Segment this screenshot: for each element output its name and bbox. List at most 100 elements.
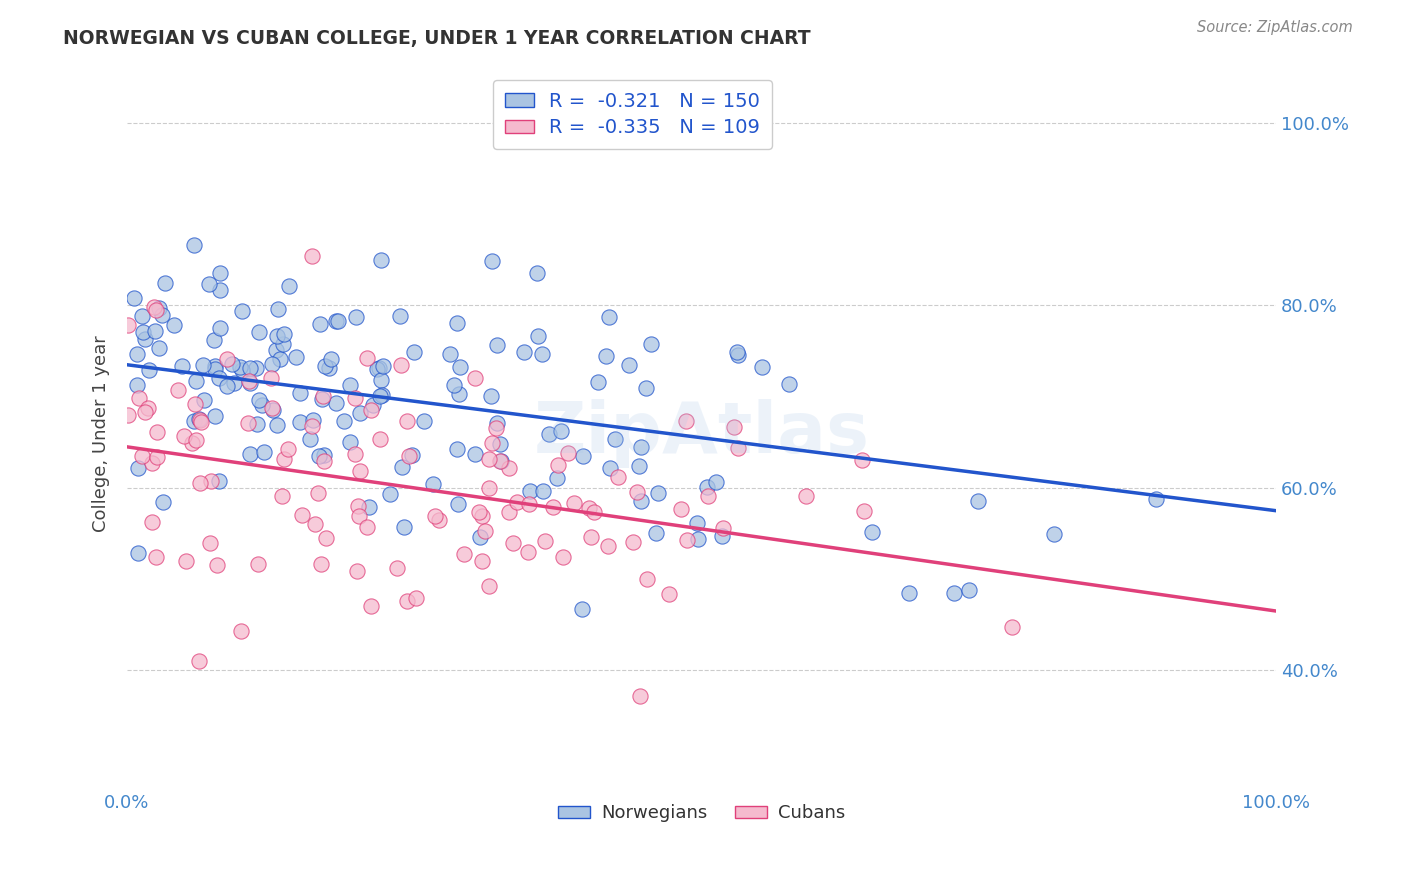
- Point: [1001, 620, 1024, 634]
- Point: [370, 433, 392, 447]
- Point: [131, 326, 153, 340]
- Point: [498, 504, 520, 518]
- Point: [380, 487, 402, 501]
- Point: [278, 279, 301, 293]
- Point: [143, 300, 166, 314]
- Point: [647, 486, 669, 500]
- Point: [266, 329, 288, 343]
- Point: [343, 391, 366, 405]
- Point: [146, 450, 169, 465]
- Point: [271, 490, 294, 504]
- Point: [312, 389, 335, 403]
- Point: [188, 654, 211, 668]
- Point: [239, 361, 262, 376]
- Point: [127, 378, 149, 392]
- Point: [271, 337, 294, 351]
- Point: [530, 347, 553, 361]
- Point: [148, 341, 170, 355]
- Point: [186, 374, 208, 388]
- Point: [356, 351, 378, 366]
- Point: [190, 415, 212, 429]
- Text: NORWEGIAN VS CUBAN COLLEGE, UNDER 1 YEAR CORRELATION CHART: NORWEGIAN VS CUBAN COLLEGE, UNDER 1 YEAR…: [63, 29, 811, 47]
- Point: [710, 529, 733, 543]
- Point: [260, 371, 283, 385]
- Point: [153, 276, 176, 290]
- Point: [208, 474, 231, 488]
- Point: [246, 558, 269, 572]
- Point: [517, 545, 540, 559]
- Point: [385, 561, 408, 575]
- Point: [344, 310, 367, 325]
- Point: [184, 397, 207, 411]
- Point: [851, 453, 873, 467]
- Point: [314, 359, 336, 373]
- Point: [1144, 491, 1167, 506]
- Point: [245, 361, 267, 376]
- Point: [349, 464, 371, 478]
- Point: [264, 343, 287, 358]
- Point: [485, 421, 508, 435]
- Point: [304, 517, 326, 532]
- Point: [360, 403, 382, 417]
- Point: [301, 413, 323, 427]
- Point: [603, 432, 626, 446]
- Point: [481, 254, 503, 268]
- Point: [266, 302, 288, 317]
- Point: [200, 474, 222, 488]
- Point: [349, 406, 371, 420]
- Point: [607, 470, 630, 484]
- Point: [534, 533, 557, 548]
- Point: [626, 484, 648, 499]
- Text: ZipAtlas: ZipAtlas: [533, 399, 869, 467]
- Point: [852, 504, 875, 518]
- Point: [221, 357, 243, 371]
- Point: [266, 417, 288, 432]
- Point: [146, 425, 169, 440]
- Point: [347, 509, 370, 524]
- Point: [204, 359, 226, 374]
- Point: [188, 475, 211, 490]
- Point: [277, 442, 299, 456]
- Point: [527, 329, 550, 343]
- Point: [315, 531, 337, 545]
- Point: [202, 333, 225, 347]
- Point: [269, 351, 291, 366]
- Point: [388, 309, 411, 323]
- Point: [208, 266, 231, 280]
- Point: [193, 358, 215, 372]
- Point: [488, 437, 510, 451]
- Point: [208, 371, 231, 385]
- Point: [711, 521, 734, 535]
- Point: [517, 497, 540, 511]
- Point: [368, 389, 391, 403]
- Point: [526, 266, 548, 280]
- Point: [967, 493, 990, 508]
- Point: [860, 524, 883, 539]
- Point: [446, 442, 468, 456]
- Point: [675, 533, 697, 548]
- Point: [725, 344, 748, 359]
- Point: [238, 416, 260, 430]
- Point: [307, 486, 329, 500]
- Point: [474, 524, 496, 538]
- Point: [583, 506, 606, 520]
- Point: [366, 361, 388, 376]
- Point: [299, 432, 322, 446]
- Point: [675, 414, 697, 428]
- Point: [586, 375, 609, 389]
- Point: [486, 338, 509, 352]
- Point: [636, 381, 658, 395]
- Point: [443, 378, 465, 392]
- Point: [127, 461, 149, 475]
- Point: [727, 348, 749, 362]
- Point: [332, 414, 354, 428]
- Point: [131, 310, 153, 324]
- Point: [198, 277, 221, 292]
- Point: [446, 497, 468, 511]
- Point: [141, 456, 163, 470]
- Point: [167, 383, 190, 397]
- Point: [152, 495, 174, 509]
- Point: [619, 358, 641, 372]
- Point: [284, 350, 307, 364]
- Point: [697, 489, 720, 503]
